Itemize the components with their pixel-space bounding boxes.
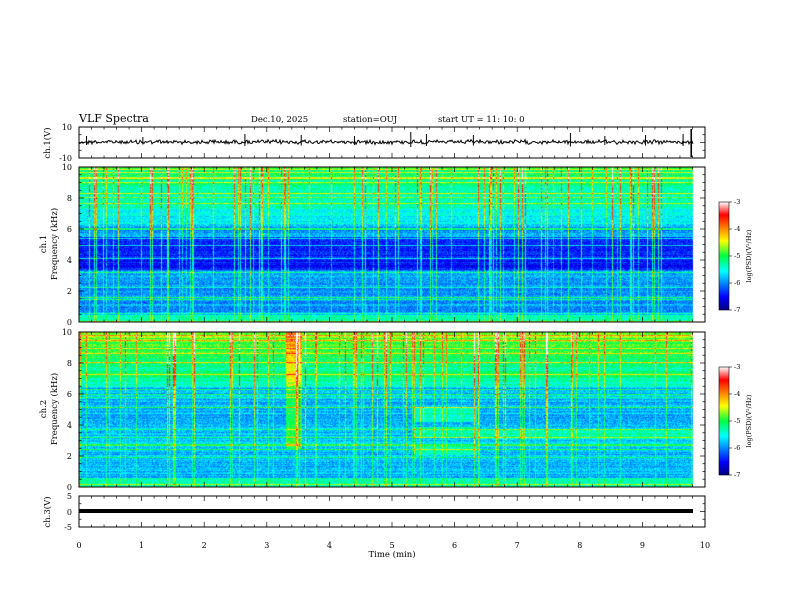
x-tick-label: 1: [139, 541, 144, 550]
x-axis-label: Time (min): [368, 549, 415, 560]
x-tick-label: 2: [202, 541, 207, 550]
ch2-colorbar-tick-3: -3: [734, 363, 740, 371]
ch2-spectrogram-ylabel-channel: ch.2: [39, 400, 49, 418]
y-tick-label: 6: [67, 225, 72, 234]
ch2-spectrogram-image: [79, 332, 705, 487]
x-tick-label: 4: [327, 541, 332, 550]
ch2-colorbar-tick-7: -7: [734, 471, 740, 479]
ch3-ytick-mid: 0: [67, 508, 72, 517]
y-tick-label: 8: [67, 194, 72, 203]
ch1-colorbar-ticks: [729, 201, 732, 311]
ch1-waveform-panel: 10 -10 ch.1(V): [42, 123, 706, 163]
y-tick-label: 2: [67, 287, 72, 296]
x-axis-tick-labels: 0 1 2 3 4 5 6 7 8 9 10: [76, 541, 710, 550]
ch1-ytick-top: 10: [62, 123, 72, 132]
ch1-waveform-ylabel: ch.1(V): [42, 127, 53, 158]
x-tick-label: 5: [389, 541, 394, 550]
ch1-spectrogram-ticks: [78, 166, 706, 323]
ch2-colorbar-tick-5: -5: [734, 417, 740, 425]
y-tick-label: 4: [67, 256, 72, 265]
ch1-colorbar-label: log(PSD)(V²/Hz): [745, 229, 753, 282]
header-date: Dec.10, 2025: [251, 115, 308, 125]
ch3-waveform-trace: [79, 509, 693, 513]
ch2-spectrogram-yticklabels: 0 2 4 6 8 10: [62, 328, 72, 492]
ch1-spectrogram-ylabel-channel: ch.1: [39, 235, 49, 253]
ch1-spectrogram-image: [79, 167, 705, 322]
y-tick-label: 10: [62, 328, 72, 337]
ch1-spectrogram-panel: 0 2 4 6 8 10 ch.1 Frequency (kHz) -3 -4 -5 -6…: [39, 163, 753, 327]
ch1-colorbar-tick-7: -7: [734, 306, 740, 314]
ch1-spectrogram-yticklabels: 0 2 4 6 8 10: [62, 163, 72, 327]
ch2-colorbar-label: log(PSD)(V²/Hz): [745, 394, 753, 447]
x-tick-label: 0: [76, 541, 81, 550]
ch1-spectrogram-ylabel-frequency: Frequency (kHz): [49, 208, 60, 280]
ch3-waveform-ticks: [78, 495, 706, 528]
header-station: station=OUJ: [343, 115, 398, 125]
ch1-colorbar-tick-6: -6: [734, 279, 740, 287]
ch1-colorbar-tick-3: -3: [734, 198, 740, 206]
x-tick-label: 6: [452, 541, 457, 550]
ch1-waveform-ticks: [78, 126, 706, 159]
y-tick-label: 2: [67, 452, 72, 461]
ch3-ytick-bottom: -5: [64, 523, 72, 532]
ch2-colorbar-tick-4: -4: [734, 390, 740, 398]
y-tick-label: 4: [67, 421, 72, 430]
header-start-time: start UT = 11: 10: 0: [438, 115, 525, 125]
ch1-colorbar: [718, 201, 730, 311]
x-tick-label: 10: [700, 541, 710, 550]
ch2-colorbar-ticks: [729, 366, 732, 476]
x-tick-label: 7: [515, 541, 520, 550]
x-tick-label: 9: [640, 541, 645, 550]
ch3-ytick-top: 5: [67, 492, 72, 501]
ch3-waveform-panel: 5 0 -5 ch.3(V): [42, 492, 706, 532]
ch2-colorbar-tick-6: -6: [734, 444, 740, 452]
y-tick-label: 6: [67, 390, 72, 399]
x-tick-label: 8: [577, 541, 582, 550]
ch2-colorbar: [718, 366, 730, 476]
ch2-spectrogram-ticks: [78, 331, 706, 488]
chart-title: VLF Spectra: [78, 112, 149, 125]
ch1-colorbar-tick-5: -5: [734, 252, 740, 260]
ch1-waveform-spikes: [86, 129, 693, 157]
x-tick-label: 3: [264, 541, 269, 550]
ch1-colorbar-tick-4: -4: [734, 225, 740, 233]
ch1-waveform-trace: [78, 138, 694, 146]
y-tick-label: 0: [67, 318, 72, 327]
ch2-spectrogram-panel: 0 2 4 6 8 10 ch.2 Frequency (kHz) -3 -4 -5 -6…: [39, 328, 753, 492]
ch3-waveform-ylabel: ch.3(V): [42, 496, 53, 527]
y-tick-label: 10: [62, 163, 72, 172]
y-tick-label: 0: [67, 483, 72, 492]
ch2-spectrogram-ylabel-frequency: Frequency (kHz): [49, 373, 60, 445]
y-tick-label: 8: [67, 359, 72, 368]
ch1-ytick-bottom: -10: [59, 154, 72, 163]
